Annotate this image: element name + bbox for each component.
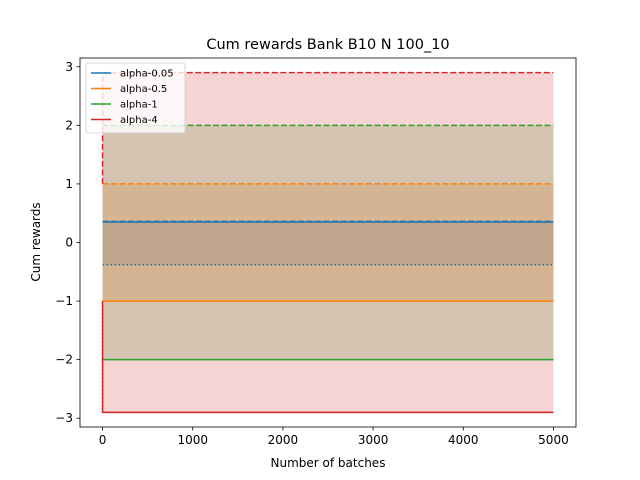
y-tick-label-0: 0 (65, 236, 73, 250)
x-tick-label-4000: 4000 (448, 433, 479, 447)
mean-line-alpha-4 (101, 301, 554, 414)
y-tick-label-1: 1 (65, 177, 73, 191)
y-tick-label-2: 2 (65, 118, 73, 132)
plot-area: 0 1000 2000 3000 4000 5000 −3 −2 −1 0 1 2 3 (55, 57, 577, 447)
legend: alpha-0.05 alpha-0.5 alpha-1 alpha-4 (85, 62, 186, 134)
x-tick-label-3000: 3000 (358, 433, 389, 447)
legend-label-alpha-0.5: alpha-0.5 (120, 84, 167, 95)
y-axis-label: Cum rewards (29, 202, 43, 281)
x-tick-label-5000: 5000 (538, 433, 569, 447)
y-tick-label--3: −3 (55, 411, 73, 425)
band-alpha-0.05 (102, 221, 554, 265)
x-tick-label-1000: 1000 (177, 433, 208, 447)
plot-content (101, 71, 554, 414)
x-tick-label-2000: 2000 (268, 433, 299, 447)
legend-label-alpha-4: alpha-4 (120, 115, 158, 126)
legend-label-alpha-0.05: alpha-0.05 (120, 69, 174, 80)
y-tick-label--2: −2 (55, 353, 73, 367)
legend-label-alpha-1: alpha-1 (120, 100, 158, 111)
band-alpha-4 (102, 72, 554, 413)
y-tick-label--1: −1 (55, 294, 73, 308)
y-tick-label-3: 3 (65, 60, 73, 74)
x-axis-label: Number of batches (271, 456, 386, 470)
chart-title: Cum rewards Bank B10 N 100_10 (206, 37, 449, 53)
legend-box (85, 62, 186, 134)
x-tick-label-0: 0 (99, 433, 107, 447)
band-alpha-0.5 (102, 183, 554, 302)
